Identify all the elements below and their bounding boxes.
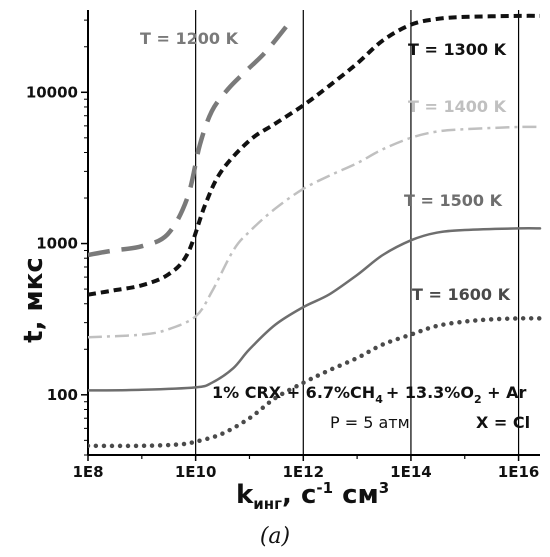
series-label-0: T = 1200 K [140,29,239,48]
annotation-mixture-b: + 13.3%O [386,383,474,402]
annotation-mixture-sub4: 4 [375,393,383,406]
x-tick-label: 1E8 [72,463,103,481]
x-axis-label-sub: инг [253,495,282,513]
y-axis-label: t, мкс [19,257,49,343]
annotation-mixture: 1% CRX + 6.7%CH4 + 13.3%O2 + Ar [212,383,527,406]
x-axis-label-sup1: -1 [316,479,333,497]
x-axis-label-rest: , с [282,480,316,510]
y-tick-label: 100 [47,386,78,404]
x-tick-label: 1E14 [390,463,432,481]
annotation-mixture-a: 1% CRX + 6.7%CH [212,383,375,402]
axis-ticks: 1E8 1E10 1E12 1E14 1E16 100 1000 10000 [26,19,540,481]
series-label-4: T = 1600 K [412,285,511,304]
x-axis-label: kинг, с-1 см3 [236,479,389,513]
y-tick-label: 10000 [26,83,78,101]
y-tick-label: 1000 [36,235,78,253]
series-line-2 [88,125,541,339]
x-tick-label: 1E10 [175,463,217,481]
annotation-pressure: P = 5 атм [330,413,410,432]
x-tick-label: 1E12 [283,463,325,481]
x-axis-label-sup2: 3 [379,479,389,497]
annotation-mixture-sub2: 2 [474,393,482,406]
x-tick-label: 1E16 [498,463,540,481]
figure-caption: (a) [259,524,291,549]
series-label-1: T = 1300 K [408,40,507,59]
annotation-mixture-c: + Ar [482,383,527,402]
series-label-3: T = 1500 K [404,191,503,210]
x-axis-label-unit: см [333,480,379,510]
series-line-3 [88,227,542,392]
series-line-0 [88,18,294,258]
series-lines [88,13,543,449]
chart-svg: 1E8 1E10 1E12 1E14 1E16 100 1000 10000 T = 1200… [19,10,543,513]
series-line-4 [88,316,543,449]
x-axis-label-main: k [236,480,254,510]
series-labels: T = 1200 K T = 1300 K T = 1400 K T = 1500 K… [140,29,511,304]
series-label-2: T = 1400 K [408,97,507,116]
annotation-x-species: X = Cl [476,413,530,432]
series-line-1 [88,13,541,297]
